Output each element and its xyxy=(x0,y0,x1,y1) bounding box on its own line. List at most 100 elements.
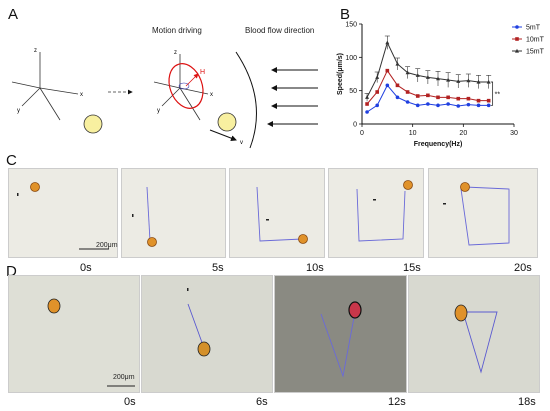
microrobot xyxy=(147,237,157,247)
rotating-field-ellipse xyxy=(168,63,204,109)
panel-d-time-3: 18s xyxy=(518,396,536,408)
panel-c-frame-4 xyxy=(428,168,538,258)
velocity-arrow xyxy=(209,129,237,142)
panel-c-time-2: 10s xyxy=(306,262,324,274)
legend-marker-10mT xyxy=(515,37,519,41)
point-10mT-11 xyxy=(476,98,481,103)
axis-x-label-2: x xyxy=(210,92,213,98)
trajectory xyxy=(462,311,498,374)
field-vector-arrow xyxy=(185,73,199,87)
point-5mT-4 xyxy=(405,100,410,104)
trajectory xyxy=(256,186,303,242)
panel-c-frame-3 xyxy=(328,168,424,258)
panel-c-time-3: 15s xyxy=(403,262,421,274)
point-10mT-2 xyxy=(385,68,390,73)
significance-bracket xyxy=(490,81,494,106)
point-10mT-0 xyxy=(365,102,369,106)
point-10mT-8 xyxy=(446,95,450,100)
blood-flow-arrows xyxy=(267,67,318,127)
point-5mT-12 xyxy=(486,103,491,108)
point-15mT-1 xyxy=(375,75,380,79)
point-15mT-5 xyxy=(415,73,420,77)
point-10mT-12 xyxy=(486,98,491,103)
axis-x-label-1: x xyxy=(80,92,83,98)
legend-label-15mT: 15mT xyxy=(526,49,545,56)
microrobot xyxy=(197,341,211,357)
panel-c-time-1: 5s xyxy=(212,262,224,274)
panel-d-frame-2 xyxy=(274,275,407,393)
blood-flow-label: Blood flow direction xyxy=(245,26,315,35)
point-15mT-10 xyxy=(466,78,471,83)
panel-c-time-0: 0s xyxy=(80,262,92,274)
microrobot xyxy=(298,234,308,244)
x-tick-label-2: 20 xyxy=(459,130,467,137)
point-5mT-9 xyxy=(456,104,461,108)
speed-frequency-chart: 0 50 100 150 0 10 20 30 Frequency(Hz) Speed(μm/s)… xyxy=(337,22,545,149)
significance-label: ** xyxy=(495,92,501,99)
point-5mT-3 xyxy=(395,95,400,100)
microrobot xyxy=(348,301,362,319)
point-10mT-7 xyxy=(436,95,440,100)
panel-d-frame-3 xyxy=(408,275,540,393)
point-10mT-4 xyxy=(405,90,410,94)
point-5mT-5 xyxy=(415,103,420,108)
y-tick-label-0: 0 xyxy=(353,122,357,129)
point-10mT-3 xyxy=(395,83,400,88)
point-15mT-6 xyxy=(425,75,430,79)
axis-y-label-1: y xyxy=(17,108,20,114)
microrobot xyxy=(460,182,470,192)
axis-z-label-2: z xyxy=(174,50,177,56)
panel-c-frame-1 xyxy=(121,168,226,258)
legend-label-5mT: 5mT xyxy=(526,25,541,32)
point-5mT-6 xyxy=(426,102,430,106)
trajectory xyxy=(356,188,406,242)
panel-d-scale-label: 200μm xyxy=(113,374,135,381)
axis-y-label-2: y xyxy=(157,108,160,114)
panel-b-letter: B xyxy=(340,6,351,23)
panel-c-scale-label: 200μm xyxy=(96,242,118,249)
legend-marker-15mT xyxy=(515,48,519,53)
panel-c-frame-2 xyxy=(229,168,325,258)
y-tick-label-3: 150 xyxy=(345,22,357,29)
field-label: H xyxy=(200,69,205,76)
axis-z-label-1: z xyxy=(34,48,37,54)
axes-left xyxy=(11,52,79,121)
trajectory xyxy=(146,186,151,242)
trajectory xyxy=(187,303,205,349)
microrobot-sphere-1 xyxy=(83,114,103,134)
x-axis-label: Frequency(Hz) xyxy=(414,141,463,148)
x-tick-label-3: 30 xyxy=(510,130,518,137)
y-axis-label: Speed(μm/s) xyxy=(337,53,344,95)
point-5mT-1 xyxy=(375,103,379,108)
point-15mT-11 xyxy=(476,79,481,84)
point-5mT-11 xyxy=(476,103,481,108)
trajectory xyxy=(460,186,510,246)
panel-d-frame-1 xyxy=(141,275,273,393)
velocity-label: v xyxy=(240,140,243,146)
motion-driving-label: Motion driving xyxy=(152,26,202,35)
panel-c-time-4: 20s xyxy=(514,262,532,274)
microrobot-sphere-2 xyxy=(217,112,237,132)
point-15mT-12 xyxy=(486,79,491,84)
panel-d-letter: D xyxy=(6,263,17,280)
point-15mT-8 xyxy=(446,77,451,82)
point-10mT-9 xyxy=(456,96,461,101)
panel-d-time-2: 12s xyxy=(388,396,406,408)
point-5mT-8 xyxy=(446,102,450,106)
point-5mT-2 xyxy=(385,83,390,88)
microrobot xyxy=(403,180,413,190)
panel-d-frame-0 xyxy=(8,275,140,393)
legend-marker-5mT xyxy=(515,25,519,29)
point-5mT-7 xyxy=(436,103,440,108)
point-15mT-9 xyxy=(456,79,461,83)
x-tick-label-0: 0 xyxy=(360,130,364,137)
microrobot xyxy=(47,298,61,314)
trajectory xyxy=(320,311,356,378)
panel-d-time-1: 6s xyxy=(256,396,268,408)
point-10mT-5 xyxy=(415,94,420,98)
point-15mT-0 xyxy=(365,95,370,99)
panel-a-letter: A xyxy=(8,6,19,23)
point-15mT-4 xyxy=(405,70,410,75)
point-5mT-0 xyxy=(365,110,369,114)
panel-c-letter: C xyxy=(6,152,17,169)
